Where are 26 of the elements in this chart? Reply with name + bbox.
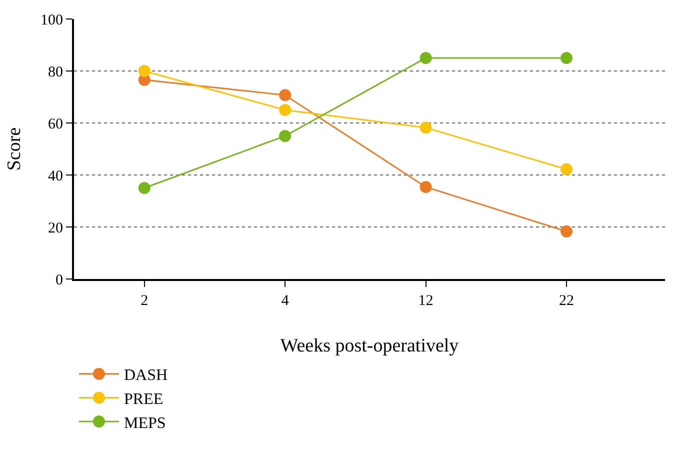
y-tick-label: 40 (48, 168, 63, 184)
x-tick-label: 22 (559, 293, 574, 309)
point (560, 163, 572, 176)
legend-label: DASH (124, 367, 168, 384)
x-tick-label: 2 (140, 293, 148, 309)
point (138, 65, 150, 77)
y-tick-label: 20 (48, 220, 63, 236)
point (560, 52, 572, 64)
point (279, 104, 292, 116)
x-tick-label: 4 (281, 293, 290, 309)
x-tick-label: 12 (418, 293, 434, 309)
legend-label: PREE (124, 390, 164, 408)
y-axis-title: Score (4, 127, 25, 171)
x-axis-title: Weeks post-operatively (280, 335, 460, 356)
y-tick-label: 60 (48, 116, 63, 132)
point (420, 122, 432, 134)
y-tick-label: 80 (48, 64, 63, 80)
point (279, 130, 292, 142)
y-tick-label: 100 (40, 12, 63, 28)
point (420, 180, 432, 193)
legend-label: MEPS (124, 414, 166, 432)
point (560, 225, 572, 238)
y-tick-label: 0 (56, 272, 63, 288)
point (138, 182, 150, 194)
point (279, 89, 292, 102)
point (420, 52, 432, 64)
